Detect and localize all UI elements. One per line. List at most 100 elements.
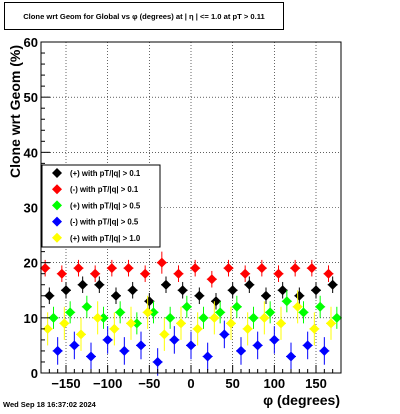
x-tick-label: −100 bbox=[93, 376, 122, 391]
data-point bbox=[211, 296, 221, 307]
data-point bbox=[76, 329, 86, 340]
data-point bbox=[136, 340, 146, 351]
data-point bbox=[61, 285, 71, 296]
data-point bbox=[315, 301, 326, 312]
y-tick-label: 50 bbox=[24, 90, 38, 105]
data-point bbox=[142, 307, 153, 318]
x-tick-label: −150 bbox=[51, 376, 80, 391]
data-point bbox=[127, 285, 138, 296]
x-tick-label: 150 bbox=[305, 376, 327, 391]
data-point bbox=[81, 301, 92, 312]
legend-marker bbox=[52, 184, 62, 195]
data-point bbox=[77, 279, 88, 290]
data-point bbox=[106, 263, 117, 274]
data-point bbox=[273, 268, 284, 279]
series-group bbox=[40, 251, 334, 288]
legend-label: (+) with pT/|q| > 0.1 bbox=[70, 169, 141, 178]
data-point bbox=[231, 301, 242, 312]
y-tick-label: 60 bbox=[24, 35, 38, 50]
data-point bbox=[219, 329, 230, 340]
y-axis-label: Clone wrt Geom (%) bbox=[7, 45, 23, 178]
data-point bbox=[277, 285, 288, 296]
data-point bbox=[261, 290, 271, 301]
data-point bbox=[56, 268, 67, 279]
data-point bbox=[256, 263, 267, 274]
data-point bbox=[242, 323, 253, 334]
data-point bbox=[209, 312, 220, 323]
chart-title: Clone wrt Geom for Global vs φ (degrees)… bbox=[23, 12, 265, 21]
data-point bbox=[244, 279, 255, 290]
data-point bbox=[281, 296, 292, 307]
data-point bbox=[252, 340, 263, 351]
data-point bbox=[309, 323, 320, 334]
data-point bbox=[192, 323, 203, 334]
data-point bbox=[123, 263, 134, 274]
x-tick-label: −50 bbox=[138, 376, 160, 391]
data-point bbox=[173, 268, 184, 279]
data-series bbox=[40, 251, 342, 376]
series-group bbox=[42, 290, 336, 351]
data-point bbox=[198, 312, 209, 323]
legend-marker bbox=[52, 216, 62, 227]
data-point bbox=[152, 356, 163, 367]
data-point bbox=[327, 279, 338, 290]
data-point bbox=[40, 263, 51, 274]
data-point bbox=[148, 307, 159, 318]
y-tick-label: 0 bbox=[31, 366, 38, 381]
data-point bbox=[165, 312, 176, 323]
data-point bbox=[259, 312, 270, 323]
data-point bbox=[144, 296, 155, 307]
legend-label: (+) with pT/|q| > 0.5 bbox=[70, 201, 141, 210]
data-point bbox=[206, 274, 217, 285]
legend: (+) with pT/|q| > 0.1 (-) with pT/|q| > 0… bbox=[41, 164, 161, 248]
data-point bbox=[290, 263, 301, 274]
data-point bbox=[92, 312, 103, 323]
data-point bbox=[48, 312, 59, 323]
data-point bbox=[115, 307, 126, 318]
data-point bbox=[311, 285, 321, 296]
y-tick-label: 40 bbox=[24, 145, 38, 160]
data-point bbox=[331, 312, 342, 323]
data-point bbox=[276, 318, 286, 329]
data-point bbox=[140, 268, 151, 279]
data-point bbox=[59, 318, 70, 329]
data-point bbox=[240, 268, 251, 279]
data-point bbox=[286, 351, 296, 362]
legend-box bbox=[41, 164, 161, 248]
data-point bbox=[202, 351, 213, 362]
data-point bbox=[111, 290, 121, 301]
title-box: Clone wrt Geom for Global vs φ (degrees)… bbox=[4, 2, 284, 30]
legend-marker bbox=[52, 232, 62, 243]
data-point bbox=[102, 334, 113, 345]
data-point bbox=[306, 263, 317, 274]
data-point bbox=[323, 268, 334, 279]
data-point bbox=[194, 290, 205, 301]
data-point bbox=[302, 340, 313, 351]
data-point bbox=[190, 263, 201, 274]
x-tick-label: 50 bbox=[225, 376, 239, 391]
data-point bbox=[156, 257, 167, 268]
legend-label: (+) with pT/|q| > 1.0 bbox=[70, 234, 141, 243]
series-group bbox=[48, 290, 342, 335]
data-point bbox=[73, 263, 84, 274]
data-point bbox=[265, 307, 276, 318]
data-point bbox=[186, 340, 196, 351]
data-point bbox=[65, 307, 76, 318]
x-tick-label: 0 bbox=[187, 376, 194, 391]
data-point bbox=[159, 329, 170, 340]
legend-marker bbox=[52, 200, 62, 211]
data-point bbox=[176, 318, 186, 329]
data-point bbox=[248, 312, 259, 323]
data-point bbox=[131, 318, 142, 329]
data-point bbox=[236, 345, 246, 356]
legend-label: (-) with pT/|q| > 0.5 bbox=[70, 218, 139, 227]
data-point bbox=[294, 290, 305, 301]
legend-label: (-) with pT/|q| > 0.1 bbox=[70, 185, 139, 194]
axes: −150 −100 −50 0 50 100 150 0 10 20 30 40 50 60 bbox=[24, 35, 342, 391]
y-tick-label: 20 bbox=[24, 256, 38, 271]
data-point bbox=[94, 279, 105, 290]
y-tick-label: 30 bbox=[24, 201, 38, 216]
data-point bbox=[292, 301, 303, 312]
data-point bbox=[269, 334, 280, 345]
